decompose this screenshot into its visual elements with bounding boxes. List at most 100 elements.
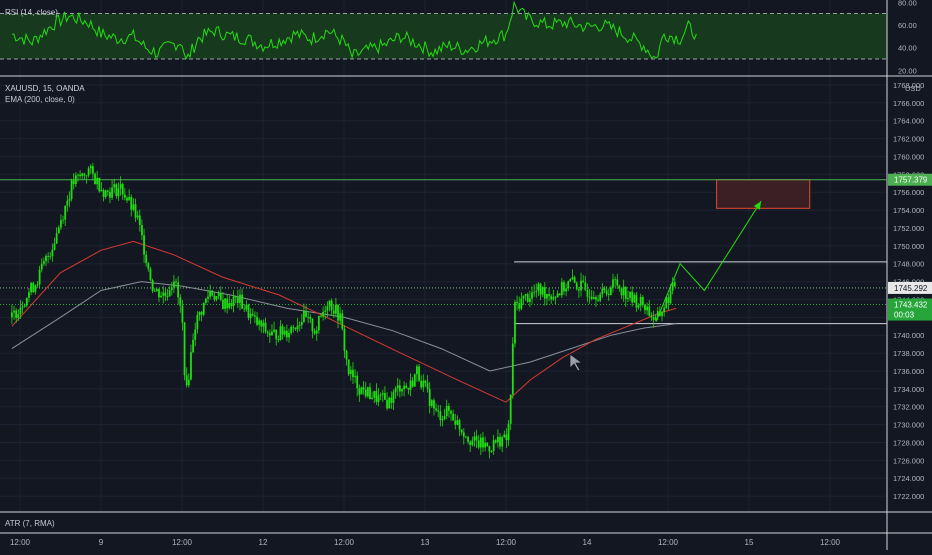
candle-body [605,290,608,295]
candle-body [74,175,77,185]
candle-body [407,387,410,390]
candle-body [373,391,376,398]
candle-body [245,304,248,310]
candle-body [170,287,173,291]
candle-body [398,385,401,392]
candle-body [40,263,43,270]
candle-body [571,277,574,279]
price-tick-label: 1722.000 [893,492,924,501]
candle-body [492,440,495,451]
candle-body [236,297,239,303]
candle-body [260,320,263,327]
candle-body [424,380,427,384]
candle-body [298,325,301,326]
candle-body [648,306,651,316]
price-tick-label: 1732.000 [893,403,924,412]
candle-body [288,333,290,338]
candle-body [603,288,606,291]
candle-body [147,263,150,269]
candle-body [386,399,388,409]
candle-body [433,400,435,409]
rsi-scale[interactable]: 20.00 40.00 60.00 80.00 [898,0,917,75]
candle-body [392,392,395,403]
last-price-text: 1745.292 [894,284,928,293]
candle-body [296,325,299,330]
target-zone-box[interactable] [716,179,811,209]
candle-body [196,314,199,330]
candle-body [516,301,518,304]
rsi-pane[interactable] [0,0,887,61]
candle-body [631,291,634,303]
candle-body [185,375,188,386]
candle-body [130,196,133,210]
price-tick-label: 1740.000 [893,331,924,340]
time-tick-label: 12:00 [334,538,355,547]
candle-body [332,310,335,314]
rsi-legend[interactable]: RSI (14, close) [5,8,58,17]
candle-body [49,256,52,257]
candle-body [573,277,576,283]
candle-body [437,410,440,412]
price-tick-label: 1738.000 [893,349,924,358]
rsi-band [0,13,887,59]
time-axis[interactable]: 12:00 9 12:00 12 12:00 13 12:00 14 12:00 15 12:00 [10,538,841,547]
candle-body [173,281,175,288]
ema-legend[interactable]: EMA (200, close, 0) [5,95,75,104]
price-pane[interactable] [0,162,887,459]
candle-body [62,219,64,221]
candle-body [396,385,399,389]
candle-body [17,314,20,318]
candle-body [109,191,111,198]
candle-body [200,311,203,315]
candle-body [369,387,371,400]
candle-body [271,331,273,336]
candle-body [198,311,201,315]
candle-body [486,442,489,447]
candle-body [307,317,310,318]
atr-legend[interactable]: ATR (7, RMA) [5,519,55,528]
candle-body [249,313,252,318]
candle-body [484,442,487,448]
candle-body [443,416,446,419]
candle-body [569,278,572,282]
rsi-tick-label: 60.00 [898,21,917,30]
candle-body [117,188,120,197]
time-tick-label: 12:00 [658,538,679,547]
time-tick-label: 13 [421,538,430,547]
candle-body [222,299,224,309]
candle-body [661,312,663,316]
candle-body [599,294,602,301]
price-tick-label: 1766.000 [893,99,924,108]
candle-body [552,297,555,300]
candle-body [558,293,561,296]
candle-body [505,434,508,441]
candle-body [565,288,568,292]
candle-body [460,429,463,433]
candle-body [151,279,154,291]
candle-body [341,313,344,329]
candle-body [28,292,30,298]
candle-body [94,173,96,185]
symbol-legend[interactable]: XAUUSD, 15, OANDA [5,84,85,93]
candle-body [362,387,365,390]
candle-body [456,420,459,425]
candle-body [311,318,314,332]
candle-body [618,285,621,289]
candle-body [497,436,499,443]
projection-path[interactable] [655,200,762,322]
candle-body [503,434,506,438]
price-tick-label: 1762.000 [893,135,924,144]
candle-body [330,300,333,311]
candle-body [543,287,546,299]
candle-body [539,283,542,295]
candle-body [303,310,305,322]
candle-body [160,295,163,298]
candle-body [635,295,638,308]
candle-body [465,436,467,438]
candle-body [66,200,69,206]
candle-body [45,255,47,262]
candle-body [518,303,521,309]
candle-body [194,329,197,340]
candle-body [422,380,425,388]
